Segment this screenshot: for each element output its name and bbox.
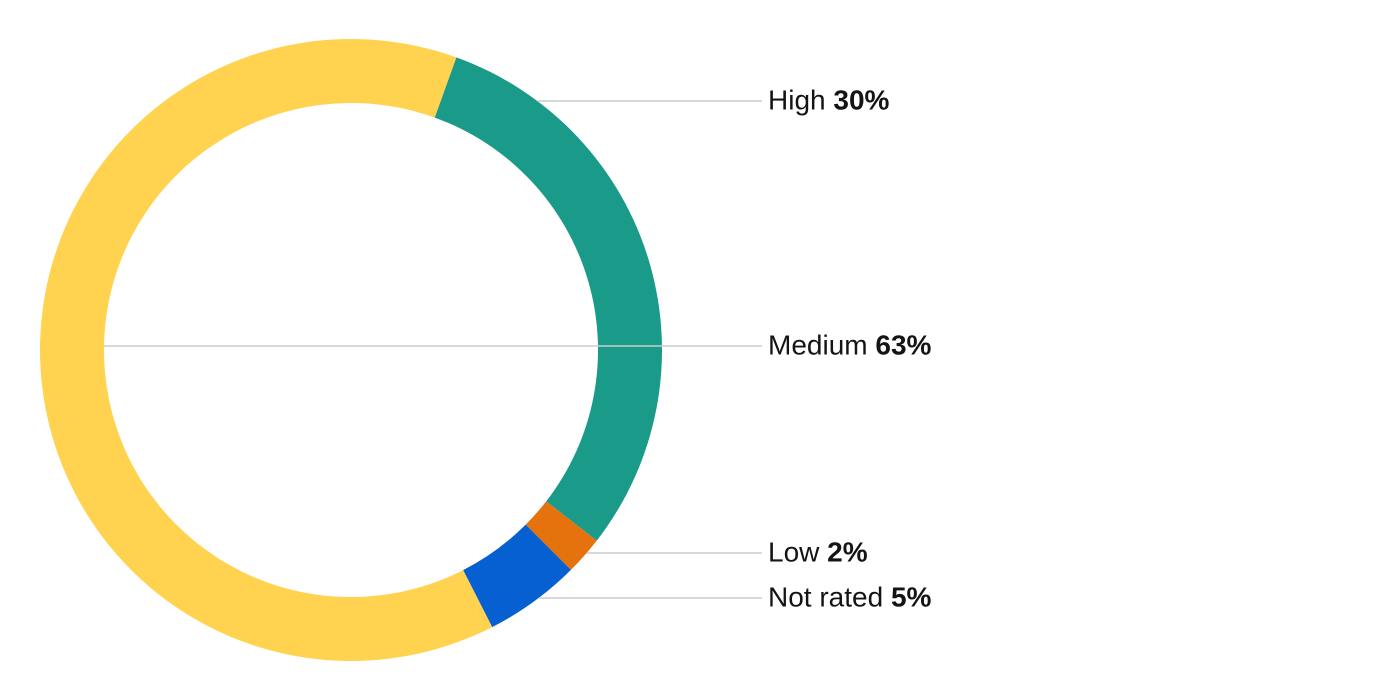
slice-medium — [39, 39, 493, 662]
slice-high — [434, 57, 662, 541]
slice-not-rated — [463, 524, 571, 628]
slice-low — [525, 501, 597, 570]
